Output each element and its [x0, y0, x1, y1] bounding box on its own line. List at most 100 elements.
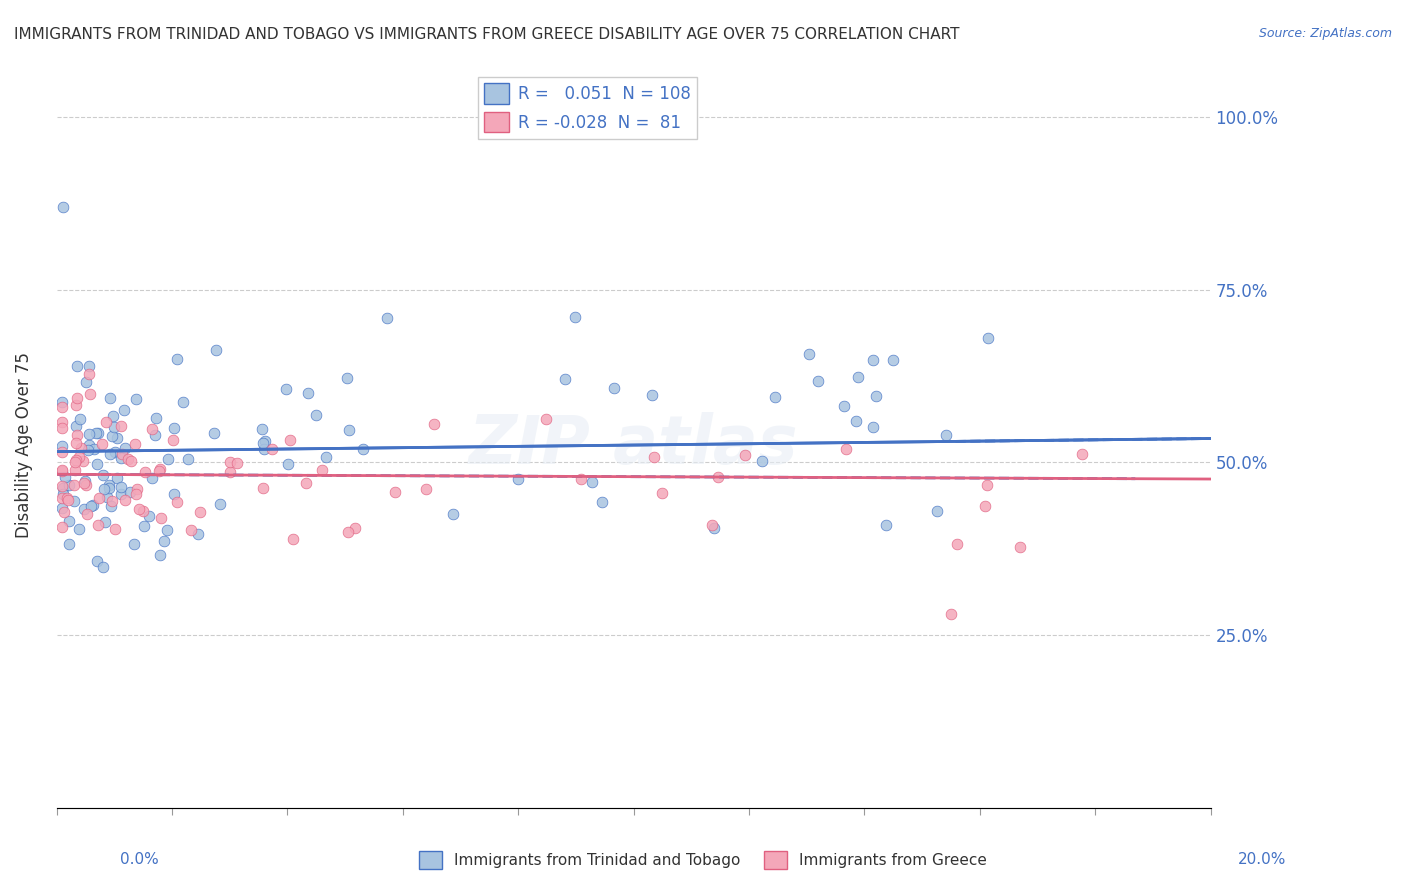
- Point: [110, 480, 132, 494]
- Point: [96, 490, 118, 504]
- Point: [305, 409, 328, 423]
- Point: [58, 478, 80, 492]
- Point: [132, 519, 155, 533]
- Point: [100, 494, 122, 508]
- Point: [75, 375, 97, 389]
- Point: [141, 422, 163, 436]
- Point: [132, 504, 155, 518]
- Point: [591, 495, 613, 509]
- Point: [52, 505, 75, 519]
- Point: [66, 359, 89, 374]
- Point: [87, 518, 110, 533]
- Point: [76, 442, 98, 457]
- Point: [734, 448, 756, 462]
- Point: [77, 367, 100, 381]
- Point: [51, 464, 73, 478]
- Point: [703, 521, 725, 535]
- Point: [156, 451, 179, 466]
- Point: [101, 429, 124, 443]
- Point: [162, 433, 184, 447]
- Point: [66, 391, 89, 405]
- Point: [882, 352, 904, 367]
- Point: [120, 454, 142, 468]
- Y-axis label: Disability Age Over 75: Disability Age Over 75: [15, 352, 32, 538]
- Point: [79, 386, 101, 401]
- Point: [70, 441, 93, 455]
- Point: [149, 462, 172, 476]
- Point: [297, 386, 319, 401]
- Point: [73, 475, 96, 490]
- Point: [205, 343, 228, 357]
- Point: [751, 454, 773, 468]
- Point: [375, 310, 398, 325]
- Point: [125, 483, 148, 497]
- Point: [278, 433, 301, 447]
- Legend: Immigrants from Trinidad and Tobago, Immigrants from Greece: Immigrants from Trinidad and Tobago, Imm…: [413, 845, 993, 875]
- Point: [277, 457, 299, 471]
- Point: [124, 487, 146, 501]
- Point: [315, 450, 337, 464]
- Point: [77, 359, 100, 373]
- Point: [105, 431, 128, 445]
- Point: [51, 520, 73, 534]
- Point: [79, 499, 101, 513]
- Point: [75, 478, 97, 492]
- Point: [344, 521, 367, 535]
- Point: [218, 465, 240, 479]
- Point: [97, 481, 120, 495]
- Point: [352, 442, 374, 456]
- Point: [162, 421, 184, 435]
- Point: [51, 486, 73, 500]
- Point: [252, 482, 274, 496]
- Point: [797, 347, 820, 361]
- Point: [98, 447, 121, 461]
- Point: [225, 456, 247, 470]
- Point: [51, 400, 73, 414]
- Point: [935, 427, 957, 442]
- Point: [202, 425, 225, 440]
- Point: [807, 374, 830, 388]
- Text: 20.0%: 20.0%: [1239, 852, 1286, 867]
- Point: [110, 419, 132, 434]
- Point: [262, 442, 284, 456]
- Point: [103, 419, 125, 434]
- Point: [336, 524, 359, 539]
- Point: [110, 487, 132, 501]
- Point: [65, 455, 87, 469]
- Point: [65, 453, 87, 467]
- Text: IMMIGRANTS FROM TRINIDAD AND TOBAGO VS IMMIGRANTS FROM GREECE DISABILITY AGE OVE: IMMIGRANTS FROM TRINIDAD AND TOBAGO VS I…: [14, 27, 959, 42]
- Point: [97, 477, 120, 491]
- Point: [105, 471, 128, 485]
- Point: [63, 493, 86, 508]
- Point: [94, 416, 117, 430]
- Point: [77, 427, 100, 442]
- Point: [51, 415, 73, 429]
- Point: [564, 310, 586, 324]
- Point: [86, 554, 108, 568]
- Point: [84, 426, 107, 441]
- Point: [149, 510, 172, 524]
- Point: [56, 493, 79, 508]
- Point: [976, 478, 998, 492]
- Point: [281, 532, 304, 546]
- Point: [163, 487, 186, 501]
- Point: [294, 475, 316, 490]
- Point: [67, 450, 90, 464]
- Point: [337, 423, 360, 437]
- Text: 0.0%: 0.0%: [120, 852, 159, 867]
- Point: [65, 419, 87, 434]
- Point: [138, 509, 160, 524]
- Point: [128, 501, 150, 516]
- Point: [973, 499, 995, 513]
- Point: [554, 372, 576, 386]
- Point: [134, 465, 156, 479]
- Point: [52, 481, 75, 495]
- Point: [65, 462, 87, 476]
- Point: [104, 522, 127, 536]
- Point: [208, 497, 231, 511]
- Point: [875, 518, 897, 533]
- Point: [91, 560, 114, 574]
- Point: [93, 515, 115, 529]
- Point: [87, 426, 110, 441]
- Point: [66, 428, 89, 442]
